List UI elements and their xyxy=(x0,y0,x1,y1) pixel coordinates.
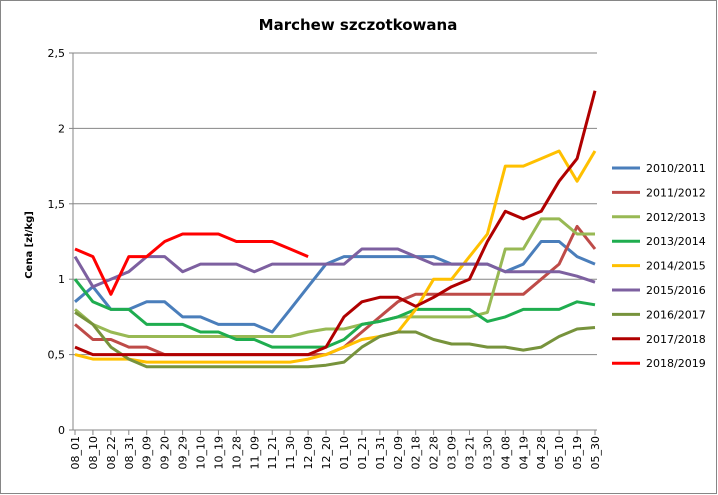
legend-label: 2010/2011 xyxy=(646,162,706,175)
x-tick-label: 03_09 xyxy=(446,436,459,470)
x-tick-label: 04_28 xyxy=(535,436,548,470)
x-tick-label: 11_09 xyxy=(248,436,261,470)
x-tick-label: 01_10 xyxy=(338,436,351,470)
series-line xyxy=(73,247,596,289)
x-tick-label: 10_19 xyxy=(212,436,225,470)
series-line xyxy=(74,217,595,338)
x-tick-label: 04_08 xyxy=(499,436,512,470)
series-line xyxy=(74,311,596,369)
legend-label: 2013/2014 xyxy=(646,235,706,248)
y-tick-label: 2,5 xyxy=(48,47,66,60)
x-tick-label: 11_30 xyxy=(284,436,297,470)
x-tick-label: 03_30 xyxy=(481,436,494,470)
x-tick-label: 09_20 xyxy=(159,436,172,470)
y-axis-label: Cena [zł/kg] xyxy=(24,211,35,279)
x-tick-label: 02_18 xyxy=(410,436,423,470)
legend-label: 2016/2017 xyxy=(646,308,706,321)
x-tick-label: 01_31 xyxy=(374,436,387,470)
x-tick-label: 01_21 xyxy=(356,436,369,470)
legend-label: 2017/2018 xyxy=(646,333,706,346)
y-tick-label: 0,5 xyxy=(48,349,66,362)
y-tick-label: 1,5 xyxy=(48,198,66,211)
series-line xyxy=(74,90,597,357)
x-tick-label: 02_09 xyxy=(392,436,405,470)
series-line xyxy=(73,278,596,349)
x-tick-label: 09_09 xyxy=(141,436,154,470)
x-tick-label: 05_30 xyxy=(589,436,602,470)
chart-title: Marchew szczotkowana xyxy=(259,16,458,34)
x-tick-label: 03_21 xyxy=(463,436,476,470)
legend-label: 2012/2013 xyxy=(646,211,706,224)
x-tick-label: 08_01 xyxy=(69,436,82,470)
x-tick-label: 08_10 xyxy=(87,436,100,470)
x-tick-label: 11_21 xyxy=(266,436,279,470)
legend-label: 2015/2016 xyxy=(646,284,706,297)
x-tick-label: 10_10 xyxy=(195,436,208,470)
legend-label: 2018/2019 xyxy=(646,357,706,370)
x-tick-label: 10_28 xyxy=(230,436,243,470)
x-tick-label: 08_22 xyxy=(105,436,118,470)
x-tick-label: 04_19 xyxy=(517,436,530,470)
legend-label: 2011/2012 xyxy=(646,186,706,199)
x-tick-label: 09_29 xyxy=(177,436,190,470)
x-tick-label: 05_19 xyxy=(571,436,584,470)
y-tick-label: 2 xyxy=(58,122,65,135)
x-tick-label: 02_28 xyxy=(428,436,441,470)
x-tick-label: 08_31 xyxy=(123,436,136,470)
x-tick-label: 05_10 xyxy=(553,436,566,470)
legend-label: 2014/2015 xyxy=(646,260,706,273)
y-tick-label: 1 xyxy=(58,273,65,286)
series-line xyxy=(74,149,597,364)
series-line xyxy=(74,232,309,296)
y-tick-label: 0 xyxy=(58,424,65,437)
x-tick-label: 12_09 xyxy=(302,436,315,470)
x-tick-label: 12_20 xyxy=(320,436,333,470)
